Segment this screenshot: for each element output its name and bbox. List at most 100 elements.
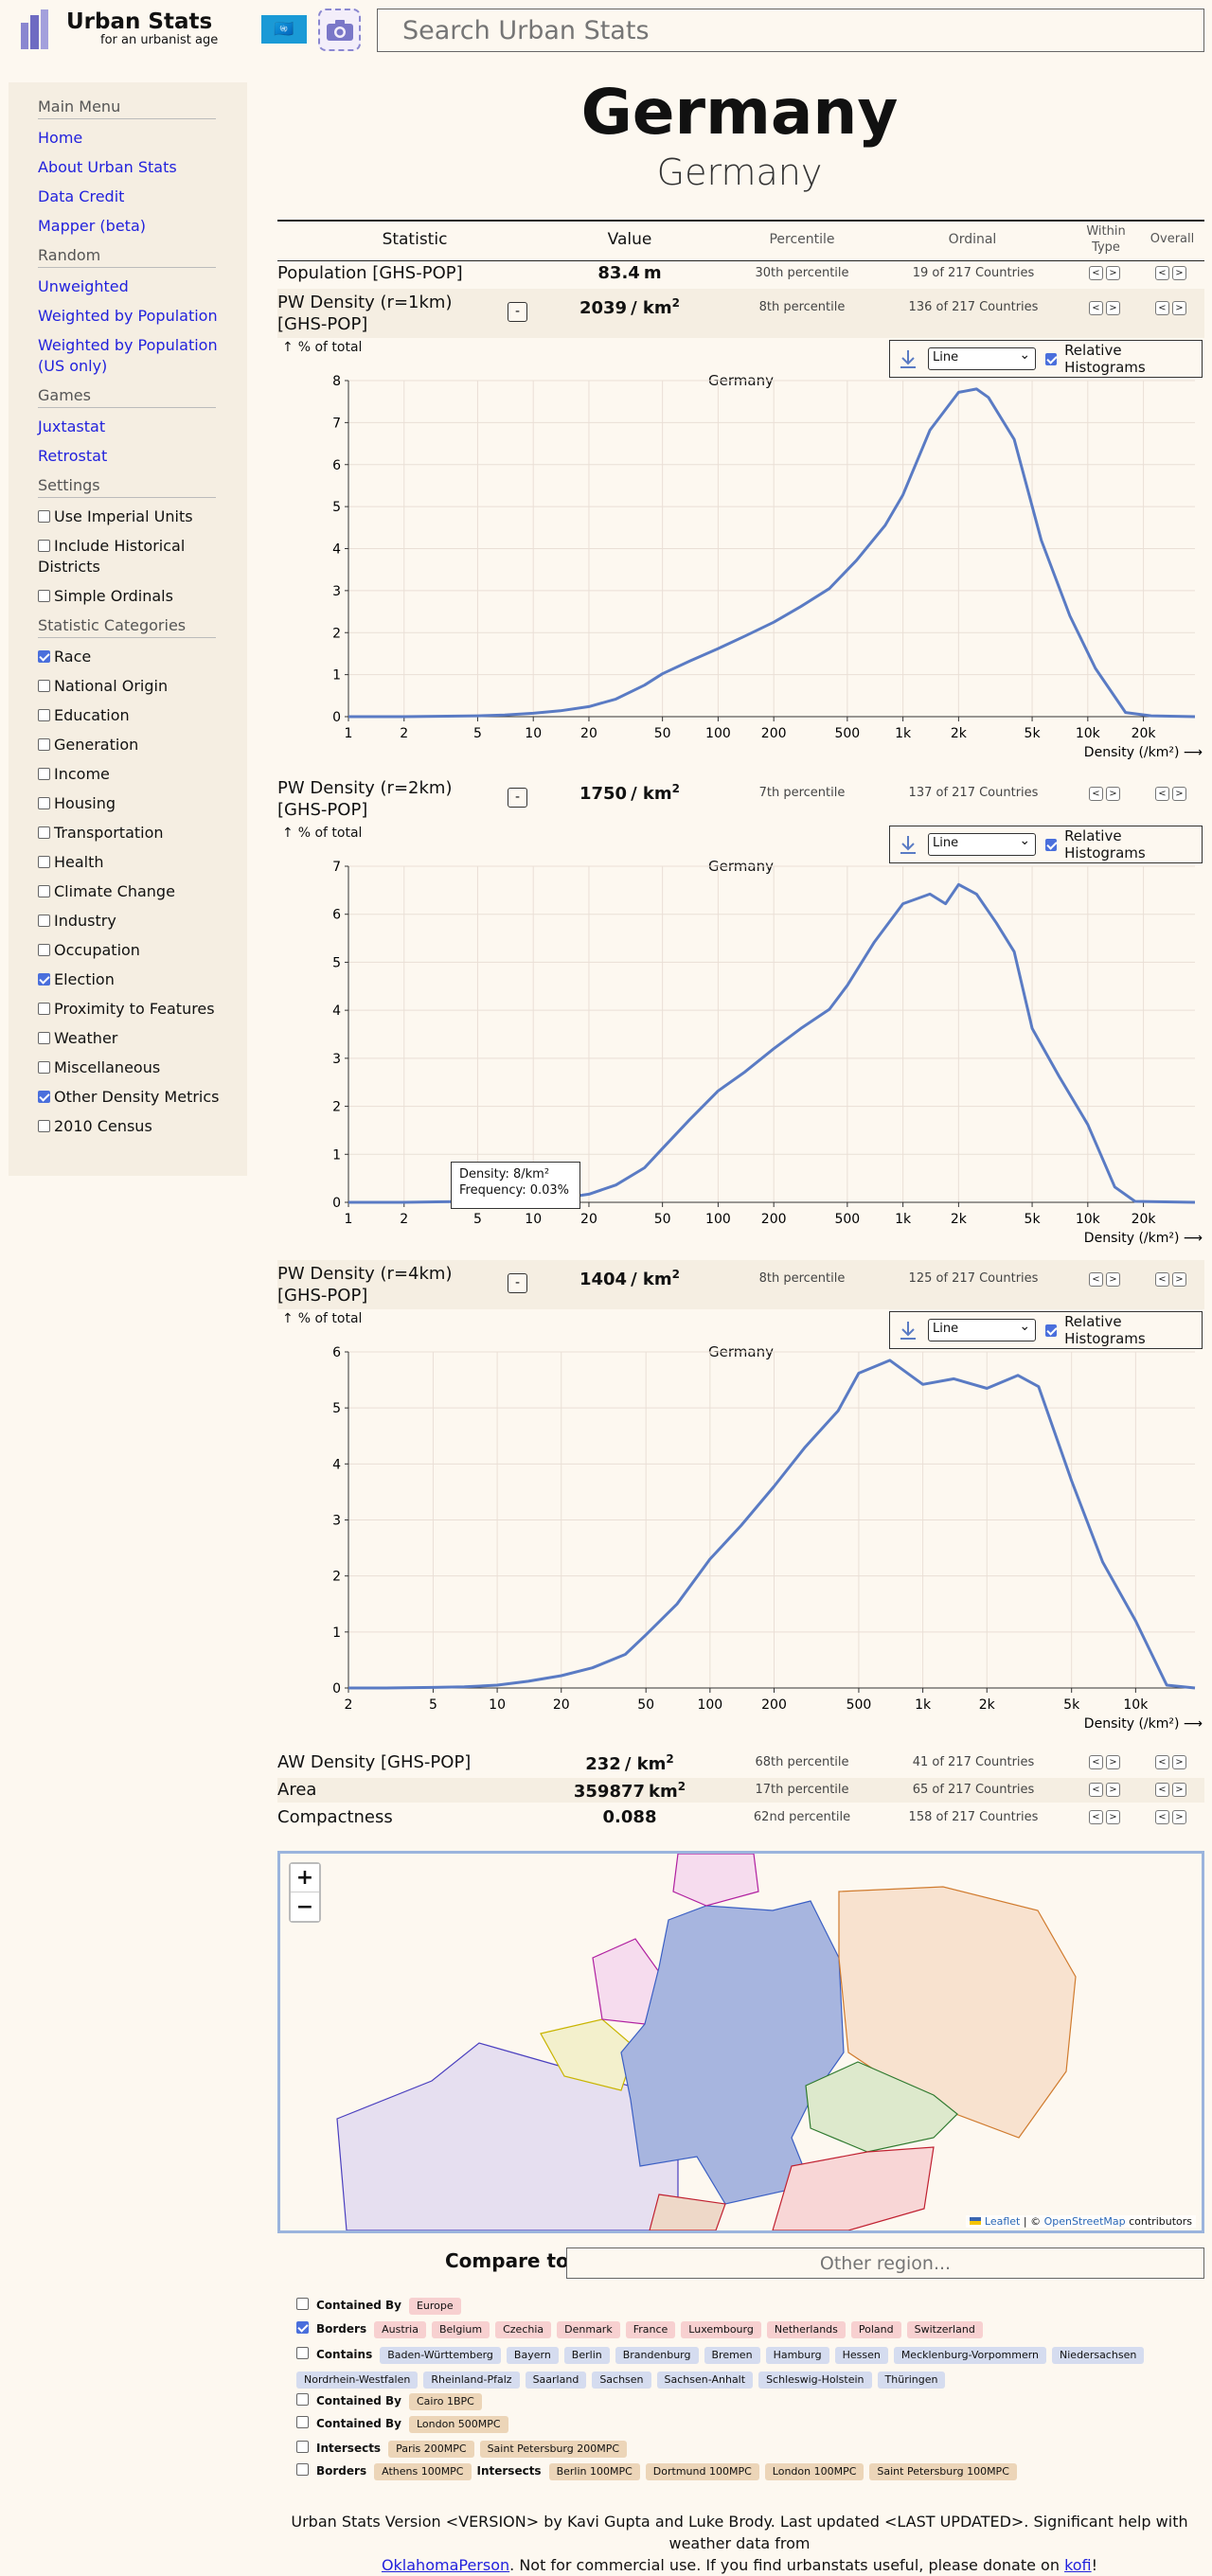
checkbox-industry[interactable]: Industry [38,911,223,932]
overall-next-button[interactable]: > [1172,301,1186,315]
relation-checkbox[interactable] [296,2463,309,2476]
within-type-next-button[interactable]: > [1106,1755,1120,1769]
un-flag-icon[interactable]: 🇺🇳 [261,15,307,44]
checkbox-box[interactable] [38,650,50,663]
within-type-next-button[interactable]: > [1106,1272,1120,1287]
relation-checkbox[interactable] [296,2441,309,2453]
region-chip-berlin[interactable]: Berlin [563,2347,610,2364]
checkbox-housing[interactable]: Housing [38,793,223,814]
checkbox-box[interactable] [38,856,50,868]
region-chip-niedersachsen[interactable]: Niedersachsen [1052,2347,1145,2364]
checkbox-box[interactable] [38,1120,50,1132]
region-chip-baden-w-rttemberg[interactable]: Baden-Württemberg [380,2347,501,2364]
within-type-next-button[interactable]: > [1106,1783,1120,1797]
region-chip-luxembourg[interactable]: Luxembourg [681,2321,761,2338]
checkbox-race[interactable]: Race [38,647,223,667]
region-chip-hamburg[interactable]: Hamburg [765,2347,829,2364]
collapse-histogram-button[interactable]: - [508,788,527,808]
checkbox-box[interactable] [38,590,50,602]
within-type-next-button[interactable]: > [1106,787,1120,801]
collapse-histogram-button[interactable]: - [508,1273,527,1293]
sidebar-link-unweighted[interactable]: Unweighted [38,277,129,295]
checkbox-national-origin[interactable]: National Origin [38,676,223,697]
within-type-prev-button[interactable]: < [1089,301,1103,315]
checkbox-election[interactable]: Election [38,969,223,990]
relative-histograms-checkbox[interactable] [1045,1324,1058,1337]
region-chip-sachsen[interactable]: Sachsen [592,2372,651,2389]
download-icon[interactable] [898,1320,918,1341]
checkbox-box[interactable] [38,1091,50,1103]
region-chip-bayern[interactable]: Bayern [506,2347,559,2364]
region-chip-cairo-1bpc[interactable]: Cairo 1BPC [408,2393,482,2410]
checkbox-box[interactable] [38,738,50,751]
region-chip-netherlands[interactable]: Netherlands [766,2321,846,2338]
relation-checkbox[interactable] [296,2347,309,2359]
sidebar-link-juxtastat[interactable]: Juxtastat [38,417,106,435]
stat-name[interactable]: PW Density (r=2km) [GHS-POP] [277,778,453,820]
within-type-prev-button[interactable]: < [1089,266,1103,280]
zoom-in-button[interactable]: + [291,1864,319,1892]
checkbox-box[interactable] [38,680,50,692]
relative-histograms-checkbox[interactable] [1045,838,1058,851]
checkbox-occupation[interactable]: Occupation [38,940,223,961]
region-chip-th-ringen[interactable]: Thüringen [877,2372,946,2389]
checkbox-box[interactable] [38,1061,50,1074]
within-type-next-button[interactable]: > [1106,301,1120,315]
overall-prev-button[interactable]: < [1155,301,1169,315]
checkbox-2010-census[interactable]: 2010 Census [38,1116,223,1137]
sidebar-link-mapper[interactable]: Mapper (beta) [38,217,146,235]
checkbox-generation[interactable]: Generation [38,735,223,755]
checkbox-box[interactable] [38,826,50,839]
overall-next-button[interactable]: > [1172,1272,1186,1287]
region-chip-denmark[interactable]: Denmark [557,2321,620,2338]
checkbox-box[interactable] [38,973,50,986]
overall-prev-button[interactable]: < [1155,266,1169,280]
checkbox-box[interactable] [38,709,50,721]
within-type-next-button[interactable]: > [1106,266,1120,280]
region-chip-saarland[interactable]: Saarland [525,2372,587,2389]
leaflet-link[interactable]: Leaflet [984,2215,1021,2228]
relation-checkbox[interactable] [296,2416,309,2428]
map-canvas[interactable] [280,1854,1202,2230]
within-type-prev-button[interactable]: < [1089,1783,1103,1797]
checkbox-simple-ordinals[interactable]: Simple Ordinals [38,586,223,607]
checkbox-transportation[interactable]: Transportation [38,823,223,844]
brand[interactable]: Urban Stats for an urbanist age [66,9,218,47]
overall-prev-button[interactable]: < [1155,787,1169,801]
osm-link[interactable]: OpenStreetMap [1043,2215,1126,2228]
stat-name[interactable]: Population [GHS-POP] [277,263,463,283]
region-chip-czechia[interactable]: Czechia [495,2321,552,2338]
region-chip-europe[interactable]: Europe [408,2298,461,2315]
region-chip-france[interactable]: France [625,2321,676,2338]
sidebar-link-weighted-pop[interactable]: Weighted by Population [38,307,218,325]
footer-link-oklahomaperson[interactable]: OklahomaPerson [381,2556,510,2574]
overall-next-button[interactable]: > [1172,266,1186,280]
search-input[interactable] [377,9,1204,52]
region-chip-athens-100mpc[interactable]: Athens 100MPC [374,2463,472,2480]
overall-next-button[interactable]: > [1172,787,1186,801]
stat-name[interactable]: PW Density (r=1km) [GHS-POP] [277,293,453,334]
region-chip-berlin-100mpc[interactable]: Berlin 100MPC [548,2463,640,2480]
checkbox-climate-change[interactable]: Climate Change [38,881,223,902]
collapse-histogram-button[interactable]: - [508,302,527,322]
within-type-prev-button[interactable]: < [1089,1272,1103,1287]
region-chip-belgium[interactable]: Belgium [431,2321,490,2338]
relative-histograms-checkbox[interactable] [1045,352,1058,365]
histogram-mode-select[interactable]: Line [928,833,1037,856]
overall-next-button[interactable]: > [1172,1755,1186,1769]
relation-checkbox[interactable] [296,2393,309,2406]
checkbox-other-density-metrics[interactable]: Other Density Metrics [38,1087,223,1108]
region-chip-saint-petersburg-100mpc[interactable]: Saint Petersburg 100MPC [869,2463,1017,2480]
overall-prev-button[interactable]: < [1155,1783,1169,1797]
sidebar-link-weighted-pop-us[interactable]: Weighted by Population (US only) [38,336,218,375]
screenshot-button[interactable] [318,9,361,51]
within-type-prev-button[interactable]: < [1089,1755,1103,1769]
histogram-mode-select[interactable]: Line [928,1319,1037,1341]
within-type-prev-button[interactable]: < [1089,787,1103,801]
zoom-out-button[interactable]: − [291,1892,319,1921]
relation-checkbox[interactable] [296,2298,309,2310]
checkbox-box[interactable] [38,510,50,523]
checkbox-health[interactable]: Health [38,852,223,873]
checkbox-box[interactable] [38,1032,50,1044]
